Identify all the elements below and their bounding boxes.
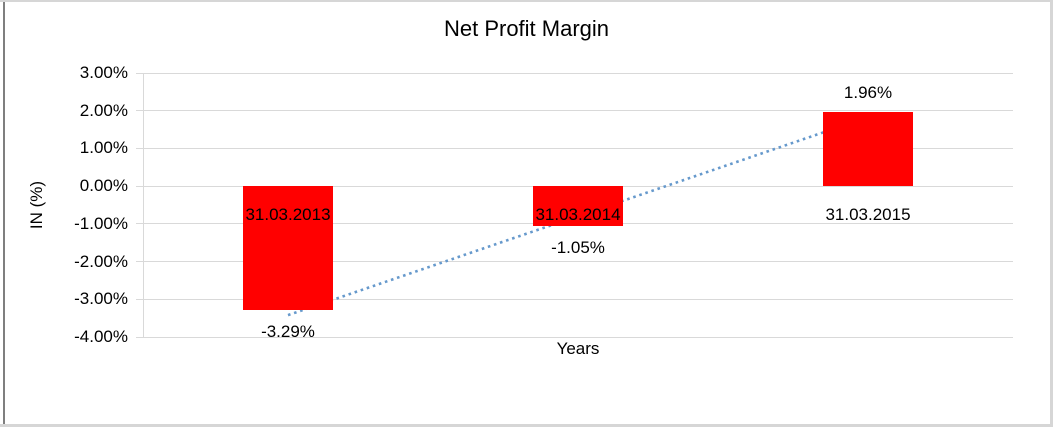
- category-label: 31.03.2014: [535, 205, 621, 224]
- gridline: [143, 336, 1013, 338]
- chart-border-bottom: [0, 424, 1053, 427]
- y-tick-label: 3.00%: [79, 63, 128, 82]
- y-tick-label: -3.00%: [74, 289, 128, 309]
- chart-title: Net Profit Margin: [443, 16, 610, 41]
- y-tick-label: -1.00%: [74, 213, 128, 233]
- y-axis-tick: [136, 185, 143, 187]
- y-axis-line: [143, 73, 144, 337]
- value-label: -1.05%: [551, 237, 605, 257]
- y-tick-label: 0.00%: [79, 176, 128, 196]
- y-axis-tick: [136, 110, 143, 112]
- y-tick-label: -4.00%: [74, 327, 128, 346]
- value-label: -3.29%: [261, 322, 315, 342]
- y-axis-tick: [136, 336, 143, 338]
- chart-border-top: [0, 0, 1053, 2]
- x-axis-title: Years: [556, 339, 600, 358]
- chart-border-right: [1050, 0, 1053, 427]
- y-tick-label: 2.00%: [79, 100, 128, 120]
- gridline: [143, 110, 1013, 112]
- category-label: 31.03.2015: [825, 205, 911, 224]
- y-axis-tick: [136, 72, 143, 74]
- bar-31.03.2015: [823, 112, 913, 187]
- value-label: 1.96%: [843, 83, 893, 103]
- gridline: [143, 72, 1013, 74]
- y-axis-tick: [136, 223, 143, 225]
- chart-border-left: [3, 2, 5, 424]
- bar-31.03.2013: [243, 186, 333, 311]
- y-axis-tick: [136, 261, 143, 263]
- y-tick-label: -2.00%: [74, 251, 128, 271]
- y-tick-label: 1.00%: [79, 138, 128, 158]
- bar-31.03.2014: [533, 186, 623, 226]
- category-label: 31.03.2013: [245, 205, 331, 224]
- y-axis-tick: [136, 147, 143, 149]
- y-axis-tick: [136, 298, 143, 300]
